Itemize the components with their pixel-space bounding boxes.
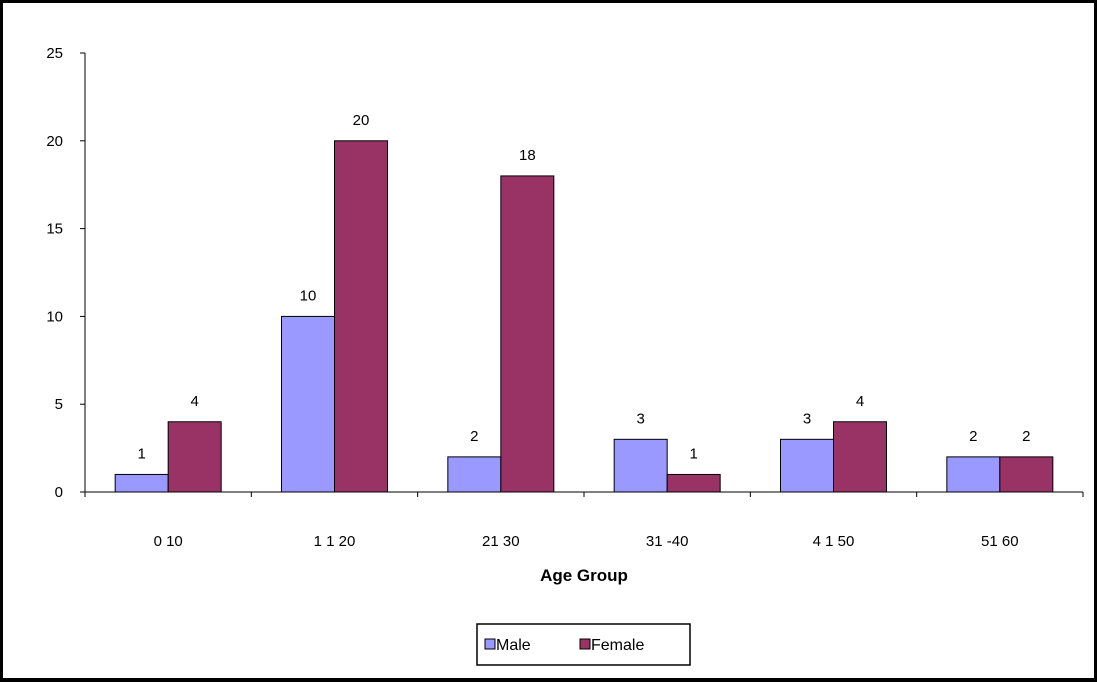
y-tick-label: 0: [55, 484, 63, 501]
bar-female: [167, 421, 222, 493]
x-axis: 0 10 1 1 20 21 30 31 -40 4 1 50 51 60: [84, 491, 1084, 550]
bar-male: [946, 456, 1001, 493]
bars: [114, 140, 1054, 493]
data-label-male: 3: [636, 410, 644, 427]
x-tick-label: 4 1 50: [813, 533, 855, 550]
x-tick-label: 51 60: [981, 533, 1019, 550]
data-label-male: 3: [803, 410, 811, 427]
y-tick-label: 5: [55, 396, 63, 413]
bar-male: [281, 315, 335, 493]
x-tick-label: 21 30: [482, 533, 520, 550]
bar-male: [114, 473, 169, 493]
legend-label-female: Female: [591, 637, 644, 654]
bar-female: [999, 456, 1054, 493]
x-tick-label: 31 -40: [646, 533, 689, 550]
bar-female: [334, 140, 388, 493]
data-label-male: 10: [300, 287, 317, 304]
legend-swatch-female: [579, 638, 591, 650]
y-tick-label: 20: [46, 133, 63, 150]
data-label-female: 4: [190, 393, 198, 410]
bar-female: [500, 175, 555, 493]
legend-label-male: Male: [496, 637, 531, 654]
legend-swatch-male: [484, 638, 496, 650]
data-labels: 1 10 2 3 3 2 4 20 18 1 4 2: [137, 112, 1030, 463]
x-axis-title: Age Group: [540, 566, 628, 585]
y-tick-label: 15: [46, 221, 63, 238]
bar-male: [447, 456, 502, 493]
data-label-male: 2: [969, 428, 977, 445]
bar-male: [613, 438, 668, 493]
data-label-female: 1: [689, 445, 697, 462]
y-axis: 0 5 10 15 20 25: [46, 45, 86, 501]
bar-female: [666, 473, 721, 493]
data-label-female: 2: [1022, 428, 1030, 445]
bar-male: [780, 438, 834, 493]
bar-female: [833, 421, 887, 493]
data-label-male: 1: [137, 445, 145, 462]
data-label-female: 20: [353, 112, 370, 129]
y-tick-label: 25: [46, 45, 63, 62]
y-tick-label: 10: [46, 308, 63, 325]
x-tick-label: 0 10: [154, 533, 183, 550]
bar-chart: 0 5 10 15 20 25 1 10 2 3 3 2 4 20 18 1 4 2 0 10 1 1 20 21 …: [46, 45, 1084, 666]
data-label-male: 2: [470, 428, 478, 445]
legend: Male Female: [476, 623, 691, 666]
data-label-female: 4: [856, 393, 864, 410]
x-tick-label: 1 1 20: [314, 533, 356, 550]
data-label-female: 18: [519, 147, 536, 164]
